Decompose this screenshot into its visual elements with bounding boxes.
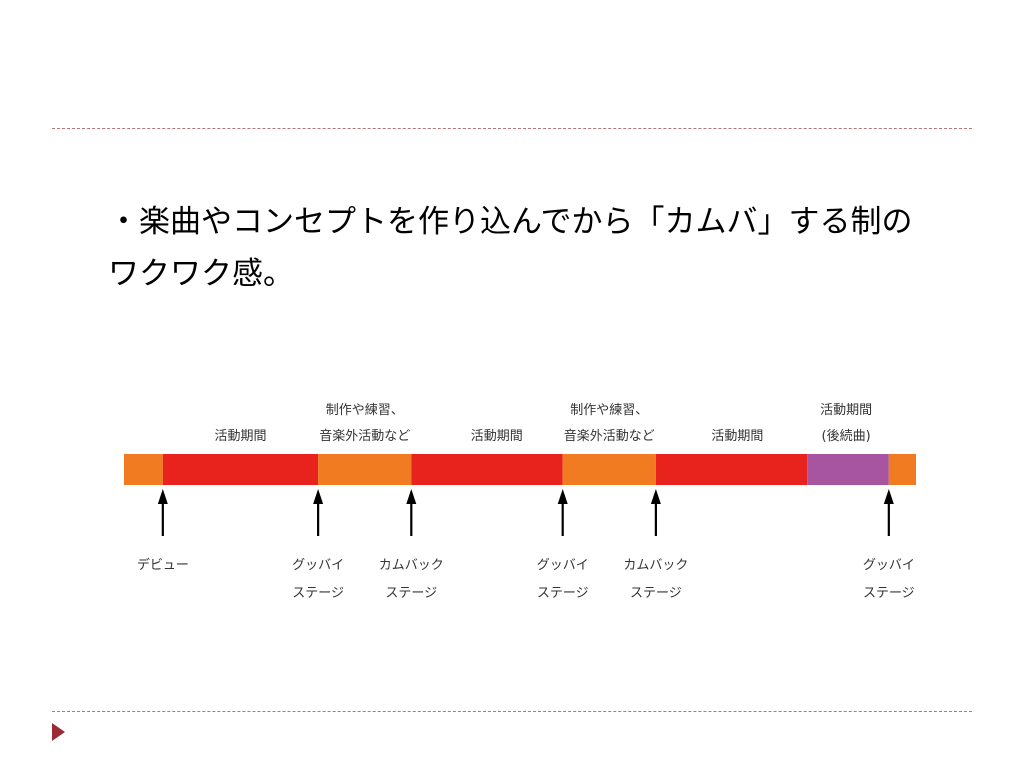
bullet-line-2: ワクワク感。 (108, 256, 294, 292)
period-label: 音楽外活動など (564, 428, 655, 444)
timeline-segment-prep (318, 454, 412, 485)
period-label: 制作や練習、 (570, 403, 648, 418)
timeline-segment-prep (124, 454, 163, 485)
period-label: (後続曲) (822, 429, 871, 444)
timeline-segment-active (162, 454, 319, 485)
event-label: グッバイ (537, 558, 589, 573)
arrow-head-icon (157, 489, 168, 504)
event-label: デビュー (137, 557, 189, 573)
timeline-segment-prep (888, 454, 916, 485)
period-label: 制作や練習、 (326, 403, 404, 418)
timeline-segment-active (411, 454, 563, 485)
event-label: ステージ (385, 586, 437, 601)
bullet-line-1: ・楽曲やコンセプトを作り込んでから「カムバ」する制の (108, 204, 913, 240)
period-label: 音楽外活動など (319, 428, 410, 444)
arrow-head-icon (883, 489, 894, 504)
period-label: 活動期間 (820, 403, 872, 418)
event-label: ステージ (537, 586, 589, 601)
timeline-segment-active (655, 454, 808, 485)
event-label: カムバック (379, 558, 444, 573)
event-label: ステージ (863, 586, 915, 601)
event-label: グッバイ (292, 558, 344, 573)
event-markers: デビュー グッバイステージカムバックステージグッバイステージカムバックステージグッ… (137, 489, 915, 601)
timeline-bar (124, 454, 916, 485)
bottom-divider (52, 711, 972, 712)
event-label: カムバック (623, 558, 688, 573)
timeline-segment-prep (562, 454, 656, 485)
event-label: ステージ (292, 586, 344, 601)
period-label: 活動期間 (471, 429, 523, 444)
period-label: 活動期間 (214, 429, 266, 444)
bullet-text: ・楽曲やコンセプトを作り込んでから「カムバ」する制の ワクワク感。 (108, 196, 968, 300)
period-label: 活動期間 (711, 429, 763, 444)
arrow-head-icon (650, 489, 661, 504)
arrow-head-icon (557, 489, 568, 504)
arrow-head-icon (406, 489, 417, 504)
top-divider (52, 128, 972, 129)
event-label: ステージ (630, 586, 682, 601)
next-slide-arrow-icon[interactable] (52, 723, 65, 741)
event-marker: デビュー (137, 489, 189, 573)
arrow-head-icon (313, 489, 324, 504)
event-label: グッバイ (863, 558, 915, 573)
timeline-segment-sequel (807, 454, 889, 485)
